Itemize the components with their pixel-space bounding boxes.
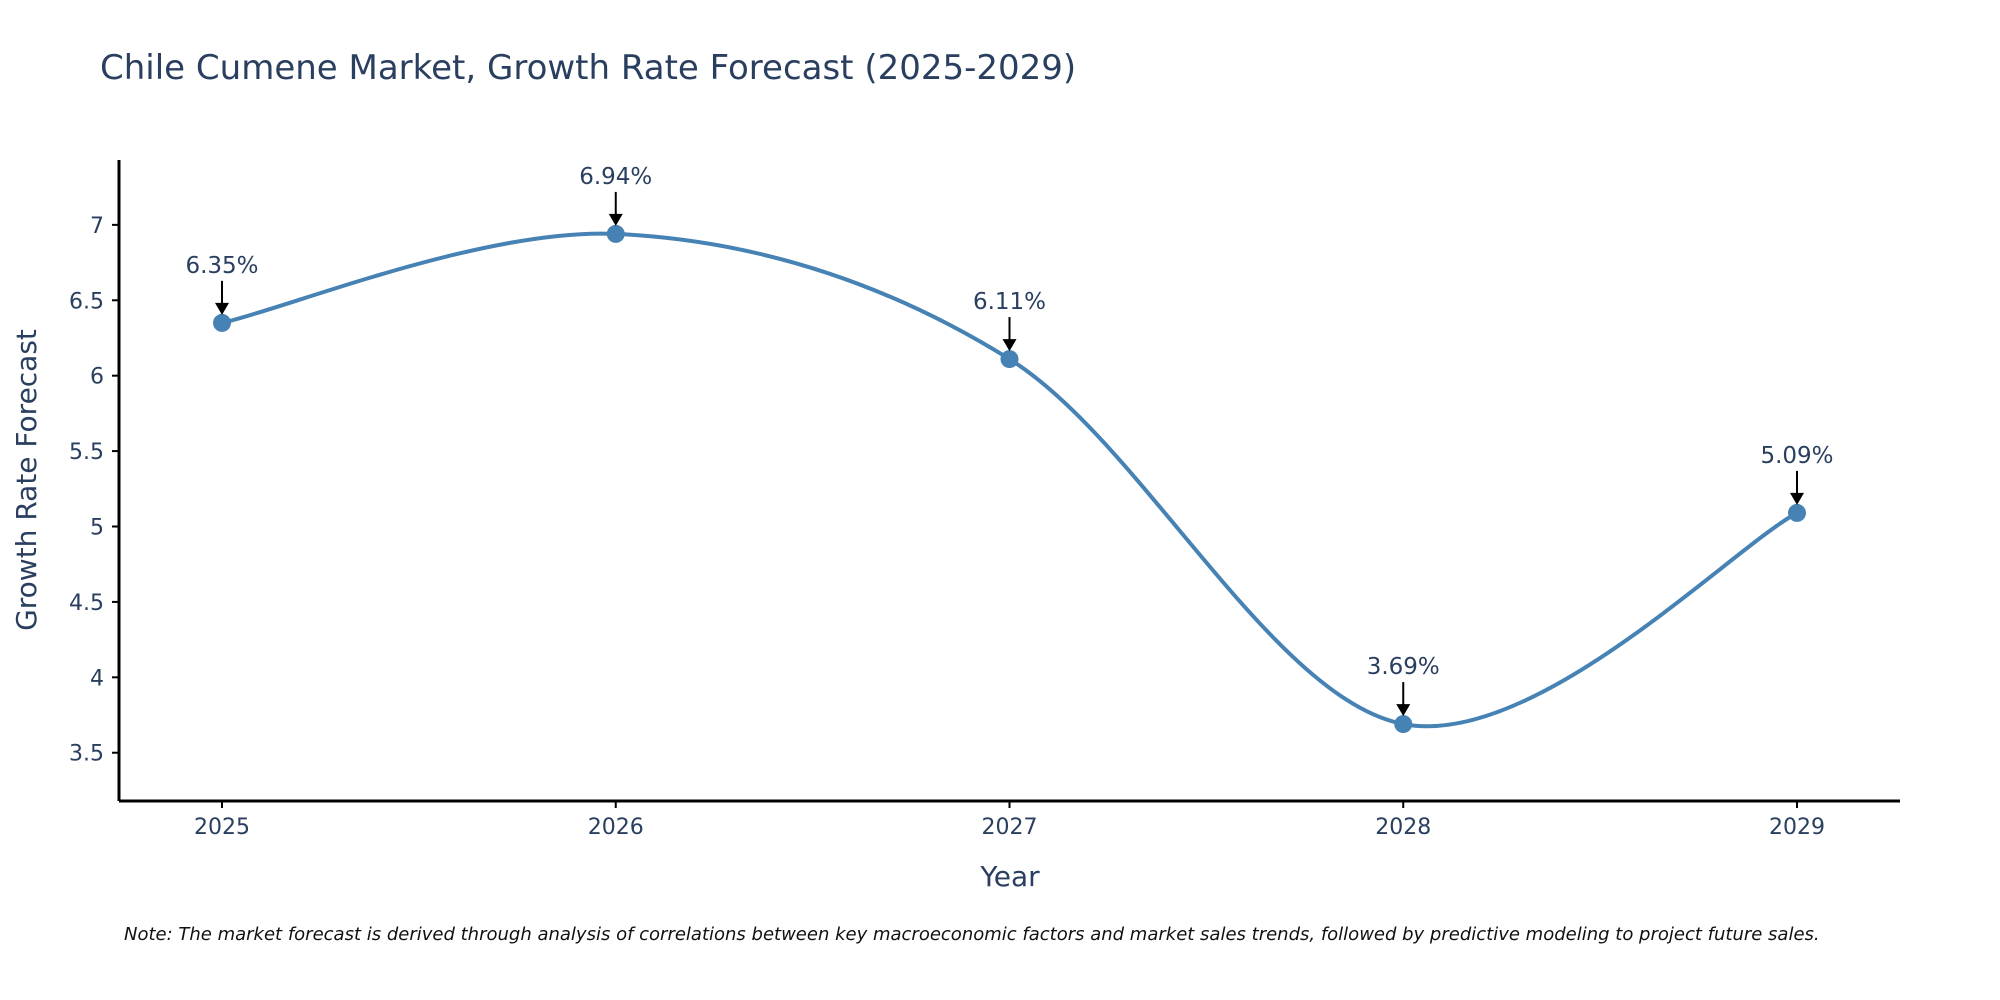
x-tick-label: 2025 [194,815,250,840]
data-label: 5.09% [1760,443,1833,469]
annotation-arrow-head [1396,704,1411,717]
data-point [1394,715,1413,734]
x-tick-label: 2028 [1375,815,1431,840]
data-label: 6.94% [579,164,652,190]
y-tick-label: 5 [90,516,104,541]
plot-area: 3.5 4 4.5 5 5.5 6 6.5 7 2025 2026 2027 2028 2029 6.35… [69,164,1834,840]
y-tick-label: 7 [90,214,104,239]
series-line [221,231,1798,729]
data-label: 6.35% [185,253,258,279]
data-point [1788,503,1806,522]
y-tick-label: 4 [90,666,104,691]
x-axis-title: Year [979,860,1040,893]
y-tick-label: 6.5 [69,289,104,314]
data-point [213,313,231,332]
footnote: Note: The market forecast is derived thr… [124,924,1820,945]
y-tick-label: 4.5 [69,591,104,616]
chart-title: Chile Cumene Market, Growth Rate Forecas… [100,48,1076,88]
annotation-arrow-head [608,213,623,226]
annotation-arrow-head [1790,492,1804,505]
y-axis-title: Growth Rate Forecast [10,329,43,631]
x-tick-label: 2026 [588,815,644,840]
y-tick-label: 5.5 [69,440,104,465]
y-tick-label: 6 [90,365,104,390]
data-point [1000,350,1019,369]
data-label: 6.11% [973,289,1046,315]
x-tick-label: 2027 [982,815,1038,840]
y-tick-label: 3.5 [69,742,104,767]
annotation-arrow-head [1002,339,1017,352]
data-label: 3.69% [1367,654,1440,680]
annotation-arrow-head [215,302,229,315]
x-tick-label: 2029 [1769,815,1825,840]
data-point [606,224,625,243]
